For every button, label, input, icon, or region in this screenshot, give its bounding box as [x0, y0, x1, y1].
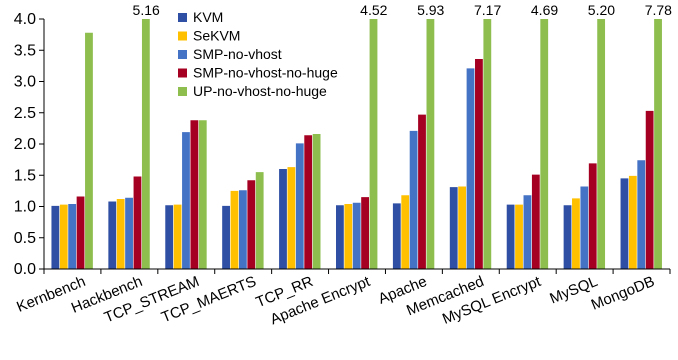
bar-overflow-label: 5.93 [417, 2, 444, 18]
bar-smp-no-vhost-no-huge [361, 197, 369, 269]
bar-sekvm [515, 204, 523, 269]
y-tick-label: 4.0 [14, 11, 36, 28]
bar-smp-no-vhost-no-huge [475, 59, 483, 269]
bar-smp-no-vhost [352, 202, 361, 269]
y-tick-label: 0.5 [14, 230, 36, 247]
bar-smp-no-vhost [182, 132, 190, 269]
bar-kvm [222, 205, 230, 269]
bar-sekvm [59, 204, 68, 269]
bar-kvm [563, 205, 572, 269]
bar-sekvm [173, 204, 182, 269]
bar-sekvm [458, 186, 467, 269]
bar-up-no-vhost-no-huge [85, 32, 93, 269]
bar-overflow-label: 7.17 [474, 2, 501, 18]
legend-swatch [178, 68, 187, 78]
bar-kvm [506, 204, 515, 269]
bar-sekvm [344, 204, 353, 269]
bar-up-no-vhost-no-huge [369, 19, 378, 269]
bar-smp-no-vhost-no-huge [588, 163, 597, 269]
bar-smp-no-vhost-no-huge [190, 120, 199, 269]
bar-up-no-vhost-no-huge [141, 19, 150, 269]
bar-up-no-vhost-no-huge [198, 120, 207, 269]
bar-overflow-label: 5.16 [133, 2, 160, 18]
y-tick-label: 2.5 [14, 105, 36, 122]
bar-smp-no-vhost [125, 197, 133, 269]
bar-overflow-label: 4.52 [360, 2, 387, 18]
legend-label: SMP-no-vhost [193, 46, 282, 62]
bar-smp-no-vhost-no-huge [133, 176, 142, 269]
y-tick-label: 0.0 [14, 261, 36, 278]
y-tick-label: 3.0 [14, 74, 36, 91]
bar-smp-no-vhost [580, 186, 589, 269]
bar-smp-no-vhost [523, 195, 532, 269]
bar-sekvm [628, 175, 637, 269]
bar-kvm [620, 178, 629, 269]
y-tick-label: 1.5 [14, 167, 36, 184]
bar-kvm [108, 201, 117, 269]
y-tick-label: 2.0 [14, 136, 36, 153]
bar-smp-no-vhost [409, 130, 418, 269]
bar-smp-no-vhost-no-huge [531, 174, 540, 269]
bar-overflow-label: 4.69 [531, 2, 558, 18]
bar-sekvm [572, 198, 580, 269]
bar-sekvm [230, 190, 239, 269]
y-tick-label: 3.5 [14, 42, 36, 59]
bar-smp-no-vhost-no-huge [247, 180, 256, 269]
bar-sekvm [401, 195, 410, 269]
bar-smp-no-vhost [295, 143, 304, 269]
bar-smp-no-vhost-no-huge [76, 196, 85, 269]
bar-up-no-vhost-no-huge [597, 19, 606, 269]
bar-up-no-vhost-no-huge [312, 134, 321, 269]
bar-overflow-label: 7.78 [645, 2, 672, 18]
bar-smp-no-vhost-no-huge [304, 135, 313, 269]
bar-sekvm [116, 199, 125, 269]
bar-overflow-label: 5.20 [588, 2, 615, 18]
bar-kvm [51, 205, 60, 269]
bar-up-no-vhost-no-huge [540, 19, 549, 269]
bar-smp-no-vhost [466, 68, 475, 269]
bar-kvm [336, 205, 344, 269]
category-label: MongoDB [589, 273, 657, 314]
bar-up-no-vhost-no-huge [426, 19, 435, 269]
legend-swatch [178, 87, 187, 96]
bar-up-no-vhost-no-huge [255, 172, 264, 269]
legend-swatch [178, 50, 187, 59]
bar-smp-no-vhost [68, 204, 77, 269]
legend-label: SMP-no-vhost-no-huge [193, 65, 338, 81]
legend-swatch [178, 31, 187, 41]
bar-kvm [165, 205, 174, 269]
y-tick-label: 1.0 [14, 199, 36, 216]
bar-sekvm [287, 167, 296, 269]
bar-up-no-vhost-no-huge [654, 19, 662, 269]
bar-smp-no-vhost [637, 160, 646, 269]
legend-swatch [178, 13, 187, 22]
bar-smp-no-vhost-no-huge [418, 114, 426, 269]
bar-kvm [392, 203, 401, 269]
bar-up-no-vhost-no-huge [483, 19, 492, 269]
legend-label: UP-no-vhost-no-huge [193, 83, 327, 99]
legend-label: KVM [193, 9, 223, 25]
legend: KVM SeKVM SMP-no-vhost SMP-no-vhost-no-huge… [178, 9, 338, 99]
bar-smp-no-vhost [238, 190, 247, 269]
legend-label: SeKVM [193, 28, 240, 44]
bar-smp-no-vhost-no-huge [645, 110, 654, 269]
bar-kvm [449, 187, 458, 269]
bar-kvm [279, 169, 287, 269]
